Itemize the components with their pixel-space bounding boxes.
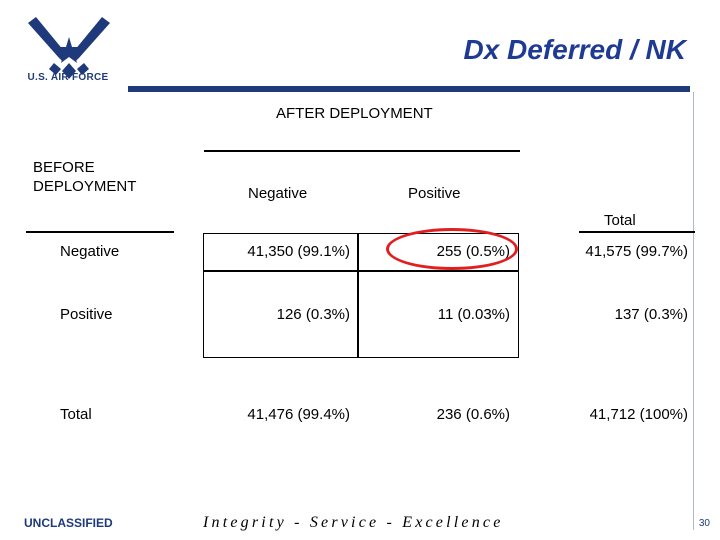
motto-text: Integrity - Service - Excellence: [203, 514, 504, 531]
row-label-positive: Positive: [60, 306, 113, 323]
cell-pos-total: 137 (0.3%): [614, 306, 688, 323]
cell-neg-neg: 41,350 (99.1%): [247, 243, 350, 260]
cell-pos-neg: 126 (0.3%): [276, 306, 350, 323]
cell-neg-total: 41,575 (99.7%): [585, 243, 688, 260]
page-number: 30: [698, 518, 710, 529]
grid-divider-vertical: [357, 233, 359, 358]
row-group-label: BEFORE DEPLOYMENT: [33, 159, 137, 195]
col-header-positive: Positive: [408, 185, 461, 202]
page-title: Dx Deferred / NK: [463, 34, 686, 65]
row-label-total: Total: [60, 406, 92, 423]
grid-divider-horizontal: [203, 270, 519, 272]
cell-total-neg: 41,476 (99.4%): [247, 406, 350, 423]
right-border-line: [693, 92, 694, 530]
col-header-negative: Negative: [248, 185, 308, 202]
highlight-ellipse: [386, 228, 518, 270]
column-group-rule: [204, 150, 520, 152]
row-label-negative: Negative: [60, 243, 120, 260]
row-label-rule: [26, 231, 174, 233]
air-force-logo-icon: [28, 17, 110, 79]
classification-label: UNCLASSIFIED: [24, 516, 113, 530]
column-group-label: AFTER DEPLOYMENT: [276, 105, 433, 122]
logo-text: U.S. AIR FORCE: [27, 72, 109, 83]
cell-pos-pos: 11 (0.03%): [437, 306, 510, 323]
inner-table-grid: [203, 233, 519, 358]
header-bar: [128, 86, 690, 92]
col-header-total: Total: [604, 212, 636, 229]
cell-total-pos: 236 (0.6%): [436, 406, 510, 423]
total-header-rule: [579, 231, 695, 233]
cell-total-total: 41,712 (100%): [589, 406, 688, 423]
